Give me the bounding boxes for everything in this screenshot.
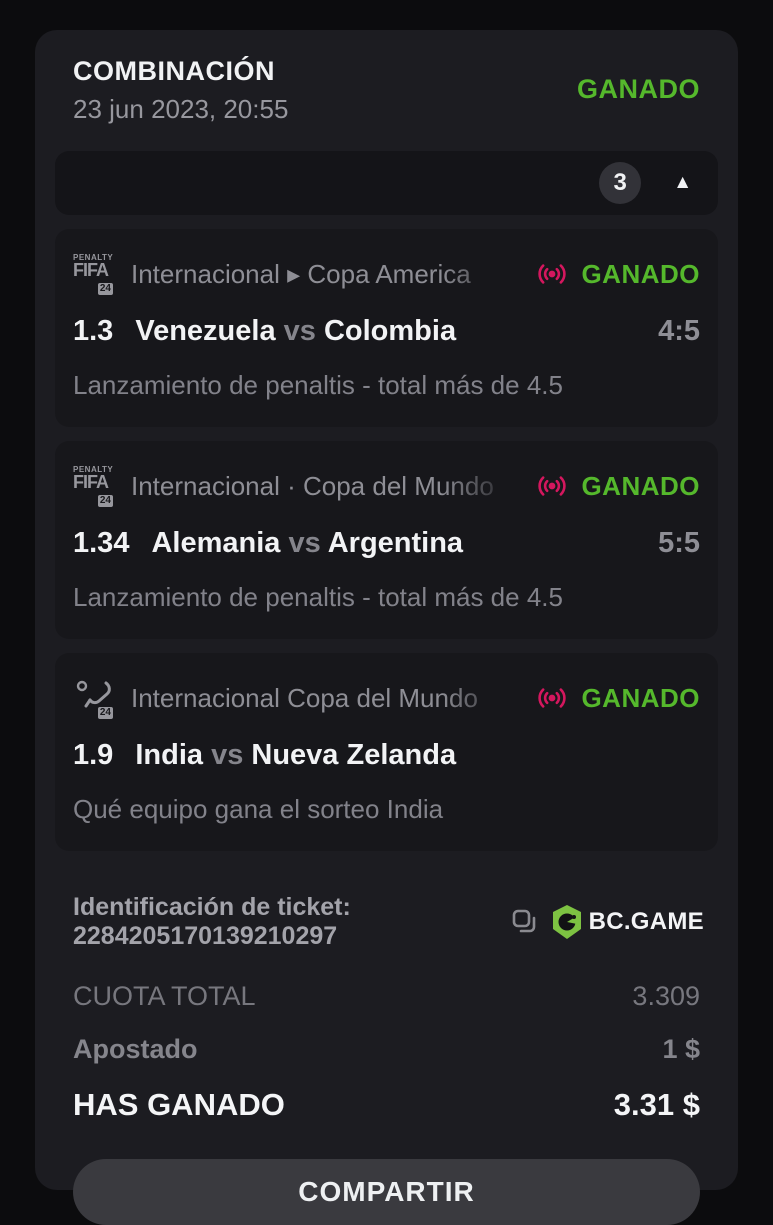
market-description: Lanzamiento de penaltis - total más de 4… xyxy=(73,370,563,400)
live-icon xyxy=(537,686,567,710)
card-header: COMBINACIÓN 23 jun 2023, 20:55 GANADO xyxy=(73,56,700,125)
matchup: Alemania vs Argentina xyxy=(151,527,463,560)
vs-label: vs xyxy=(211,739,244,771)
fifa-penalty-icon: PENALTY FIFA 24 xyxy=(73,465,114,507)
stake-row: Apostado 1 $ xyxy=(73,1034,700,1065)
vs-label: vs xyxy=(283,315,316,347)
market-description: Qué equipo gana el sorteo India xyxy=(73,794,444,824)
winnings-label: HAS GANADO xyxy=(73,1087,285,1122)
bet-status: GANADO xyxy=(581,258,700,289)
bet-status: GANADO xyxy=(581,470,700,501)
odds-value: 1.34 xyxy=(73,527,130,559)
bet-card: PENALTY FIFA 24 Internacional ▸ Copa Ame… xyxy=(55,229,718,427)
total-odds-value: 3.309 xyxy=(632,981,700,1011)
home-team: Venezuela xyxy=(135,315,276,347)
collapse-arrow-icon[interactable]: ▲ xyxy=(673,172,692,193)
total-odds-row: CUOTA TOTAL 3.309 xyxy=(73,981,700,1012)
league-breadcrumb: Internacional · Copa del Mundo xyxy=(131,470,494,501)
bet-card: 24 Internacional Copa del Mundo GANADO 1… xyxy=(55,653,718,851)
bc-game-logo: BC.GAME xyxy=(551,904,704,940)
bc-game-wordmark: BC.GAME xyxy=(588,908,704,935)
stake-label: Apostado xyxy=(73,1034,198,1064)
overall-status-badge: GANADO xyxy=(577,74,700,104)
live-icon xyxy=(537,474,567,498)
stake-value: 1 $ xyxy=(662,1034,700,1064)
bet-type-title: COMBINACIÓN xyxy=(73,56,275,86)
market-description: Lanzamiento de penaltis - total más de 4… xyxy=(73,582,563,612)
ticket-id-label: Identificación de ticket: 22842051701392… xyxy=(73,893,351,950)
away-team: Colombia xyxy=(323,315,457,347)
bet-status: GANADO xyxy=(581,682,700,713)
match-score: 4:5 xyxy=(658,315,700,347)
selections-collapse-panel[interactable]: 3 ▲ xyxy=(55,151,718,215)
matchup: Venezuela vs Colombia xyxy=(135,315,456,348)
total-odds-label: CUOTA TOTAL xyxy=(73,981,256,1011)
home-team: Alemania xyxy=(151,527,281,559)
selections-count-badge: 3 xyxy=(599,162,642,204)
cricket-icon: 24 xyxy=(73,677,119,719)
copy-icon[interactable] xyxy=(509,906,541,938)
away-team: Argentina xyxy=(327,527,464,559)
live-icon xyxy=(537,262,567,286)
matchup: India vs Nueva Zelanda xyxy=(135,739,456,772)
share-button[interactable]: COMPARTIR xyxy=(73,1159,700,1225)
ticket-id-row: Identificación de ticket: 22842051701392… xyxy=(73,893,704,951)
winnings-row: HAS GANADO 3.31 $ xyxy=(73,1087,700,1123)
vs-label: vs xyxy=(288,527,321,559)
bet-card: PENALTY FIFA 24 Internacional · Copa del… xyxy=(55,441,718,639)
away-team: Nueva Zelanda xyxy=(251,739,457,771)
odds-value: 1.9 xyxy=(73,739,114,771)
match-score: 5:5 xyxy=(658,527,700,559)
home-team: India xyxy=(135,739,203,771)
bet-summary: CUOTA TOTAL 3.309 Apostado 1 $ HAS GANAD… xyxy=(73,981,700,1123)
league-breadcrumb: Internacional ▸ Copa America xyxy=(131,258,471,289)
fifa-penalty-icon: PENALTY FIFA 24 xyxy=(73,253,114,295)
winnings-value: 3.31 $ xyxy=(613,1087,700,1122)
league-breadcrumb: Internacional Copa del Mundo xyxy=(131,682,478,713)
bet-slip-card: COMBINACIÓN 23 jun 2023, 20:55 GANADO 3 … xyxy=(35,30,738,1225)
bet-datetime: 23 jun 2023, 20:55 xyxy=(73,94,289,124)
odds-value: 1.3 xyxy=(73,315,114,347)
